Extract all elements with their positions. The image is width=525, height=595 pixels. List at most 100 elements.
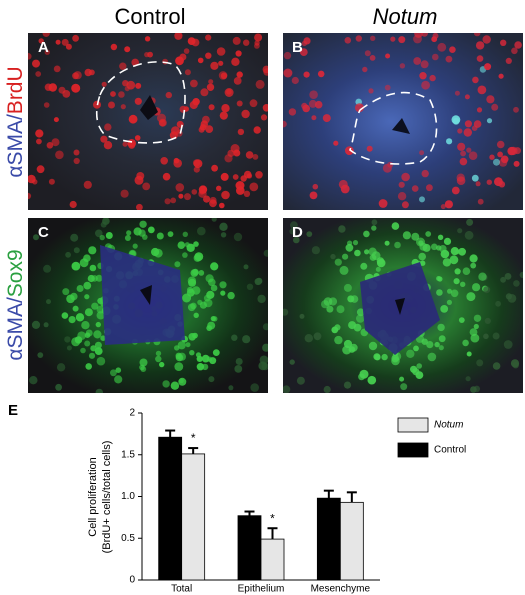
nucleus (140, 366, 147, 372)
nucleus (440, 249, 450, 259)
nucleus (460, 150, 466, 157)
nucleus (334, 335, 343, 345)
nucleus (303, 37, 311, 45)
nucleus (156, 232, 164, 240)
nucleus (167, 231, 174, 238)
nucleus (105, 232, 113, 239)
nucleus (254, 33, 263, 42)
nucleus (458, 317, 465, 323)
nucleus (174, 33, 183, 40)
nucleus (190, 302, 197, 310)
column-header: Notum (373, 4, 438, 29)
nucleus (454, 268, 461, 275)
nucleus (385, 53, 391, 59)
micrograph (283, 218, 523, 393)
nucleus (330, 253, 336, 260)
nucleus (460, 281, 466, 287)
nucleus (368, 341, 378, 351)
nucleus (299, 48, 308, 56)
nucleus (311, 246, 320, 255)
nucleus (253, 126, 261, 134)
legend-swatch (397, 442, 429, 458)
micrograph (283, 33, 523, 210)
nucleus (192, 332, 198, 339)
nucleus (476, 359, 484, 367)
nucleus (290, 221, 298, 230)
nucleus (174, 261, 181, 268)
nucleus (197, 57, 204, 64)
nucleus (162, 172, 171, 181)
nucleus (492, 332, 500, 340)
nucleus (438, 335, 446, 343)
panel-letter: B (292, 39, 303, 56)
nucleus (449, 46, 456, 53)
nucleus (66, 294, 75, 304)
significance-marker: * (191, 431, 196, 445)
nucleus (345, 243, 354, 252)
nucleus (322, 114, 331, 123)
nucleus (384, 84, 391, 91)
nucleus (240, 175, 247, 182)
nucleus (513, 106, 519, 113)
nucleus (406, 349, 415, 358)
nucleus (414, 33, 423, 38)
nucleus (243, 190, 251, 197)
nucleus (32, 59, 40, 68)
micrograph (28, 218, 268, 393)
nucleus (519, 271, 523, 279)
nucleus (333, 140, 339, 146)
legend-label: Control (434, 445, 466, 456)
nucleus (104, 123, 112, 131)
nucleus (486, 179, 492, 185)
y-tick-label: 1.5 (121, 449, 135, 460)
nucleus (36, 165, 45, 174)
nucleus (452, 117, 460, 125)
nucleus (511, 47, 518, 55)
nucleus (477, 198, 484, 205)
nucleus (309, 90, 318, 99)
nucleus (429, 74, 436, 82)
nucleus (219, 111, 228, 120)
nucleus (399, 376, 405, 382)
nucleus (70, 233, 79, 242)
nucleus (75, 313, 85, 322)
nucleus (446, 138, 453, 145)
nucleus (437, 234, 444, 240)
nucleus (368, 247, 377, 256)
nucleus (233, 77, 242, 85)
nucleus (53, 117, 59, 123)
nucleus (192, 159, 201, 167)
nucleus (201, 354, 210, 363)
row-label-part: αSMA/ (4, 297, 27, 361)
nucleus (96, 305, 105, 314)
nucleus (139, 358, 148, 367)
nucleus (185, 342, 191, 348)
nucleus (421, 80, 430, 90)
nucleus (331, 326, 339, 334)
nucleus (235, 50, 242, 57)
nucleus (339, 265, 349, 275)
nucleus (35, 129, 44, 138)
nucleus (345, 146, 354, 156)
nucleus (142, 182, 151, 191)
nucleus (93, 330, 102, 339)
nucleus (139, 220, 147, 228)
nucleus (313, 332, 322, 341)
bar (158, 436, 183, 581)
nucleus (193, 312, 199, 318)
nucleus (219, 222, 228, 231)
nucleus (120, 104, 126, 110)
x-tick-label: Total (171, 584, 192, 595)
nucleus (457, 142, 466, 151)
nucleus (162, 380, 170, 388)
nucleus (73, 149, 80, 156)
nucleus (44, 49, 50, 55)
nucleus (208, 278, 216, 287)
nucleus (398, 181, 405, 188)
nucleus (321, 300, 330, 309)
nucleus (122, 80, 129, 87)
nucleus (311, 115, 317, 121)
nucleus (420, 60, 429, 69)
micrograph (28, 33, 268, 210)
nucleus (178, 193, 184, 199)
